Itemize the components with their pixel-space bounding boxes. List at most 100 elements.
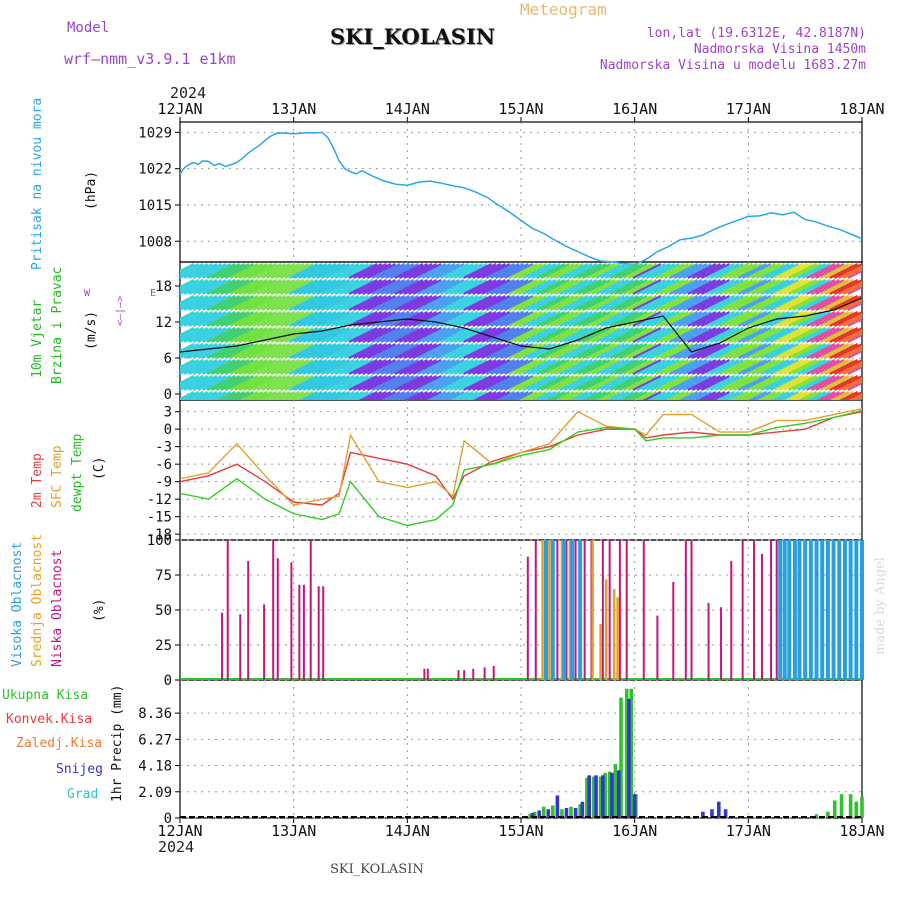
wind-barb xyxy=(769,279,799,295)
wind-barb xyxy=(289,391,309,400)
precip-bar xyxy=(594,775,598,818)
wind-barb xyxy=(412,279,442,295)
wind-barb xyxy=(637,391,657,400)
wind-barb xyxy=(586,343,616,359)
wind-barb xyxy=(495,263,525,279)
wind-barb xyxy=(674,391,694,400)
wind-barb xyxy=(188,295,218,311)
wind-barb xyxy=(719,279,749,295)
precip-bar xyxy=(580,801,585,818)
wind-barb xyxy=(467,311,497,327)
wind-barb xyxy=(421,359,451,375)
wind-barb xyxy=(568,359,598,375)
y-tick-label: -12 xyxy=(147,492,172,508)
wind-barb xyxy=(504,295,534,311)
wind-barb xyxy=(549,263,579,279)
wind-barb xyxy=(691,311,721,327)
wind-barb xyxy=(595,279,625,295)
precip-bar xyxy=(591,776,596,818)
wind-barb xyxy=(330,327,360,343)
wind-barb xyxy=(357,343,387,359)
wind-barb xyxy=(417,375,447,391)
wind-barb xyxy=(444,359,474,375)
y-tick-label: -15 xyxy=(147,510,172,526)
wind-barb xyxy=(554,263,584,279)
wind-barb xyxy=(385,359,415,375)
wind-barb xyxy=(229,279,259,295)
wind-barb xyxy=(481,263,511,279)
wind-barb xyxy=(220,311,250,327)
wind-barb xyxy=(362,375,392,391)
wind-barb xyxy=(627,375,657,391)
wind-barb xyxy=(325,263,355,279)
wind-barb xyxy=(527,359,557,375)
wind-barb xyxy=(504,375,534,391)
time-tick-label-bottom: 17JAN xyxy=(726,822,771,840)
wind-barb xyxy=(348,279,378,295)
wind-barb xyxy=(266,359,296,375)
wind-barb xyxy=(563,327,593,343)
wind-barb xyxy=(806,263,836,279)
wind-barb xyxy=(302,279,332,295)
wind-barb xyxy=(340,391,360,400)
wind-barb xyxy=(517,359,547,375)
time-tick-label-top: 17JAN xyxy=(726,100,771,118)
model-label: Model xyxy=(67,20,110,36)
wind-barb xyxy=(467,327,497,343)
wind-barb xyxy=(225,327,254,343)
wind-barb xyxy=(833,359,862,375)
wind-barb xyxy=(755,295,785,311)
wind-barb xyxy=(472,279,502,295)
wind-barb xyxy=(559,295,589,311)
wind-barb xyxy=(216,391,236,400)
wind-barb xyxy=(508,327,538,343)
wind-barb xyxy=(426,375,456,391)
wind-barb xyxy=(820,359,850,375)
wind-barb xyxy=(302,375,332,391)
wind-barb xyxy=(705,279,735,295)
wind-barb xyxy=(238,327,268,343)
wind-barb xyxy=(627,263,657,279)
wind-barb xyxy=(335,391,355,400)
wind-barb xyxy=(659,359,689,375)
wind-barb xyxy=(363,391,383,400)
wind-barb xyxy=(458,359,488,375)
wind-barb xyxy=(490,375,520,391)
wind-barb xyxy=(714,375,744,391)
wind-barb xyxy=(311,311,341,327)
wind-barb xyxy=(394,263,424,279)
wind-barb xyxy=(376,263,406,279)
wind-barb xyxy=(723,375,753,391)
wind-barb xyxy=(279,311,309,327)
wind-barb xyxy=(632,295,662,311)
wind-barb xyxy=(252,359,282,375)
wind-barb xyxy=(527,279,557,295)
wind-barb xyxy=(192,359,222,375)
panel-frame-4 xyxy=(179,679,863,819)
wind-barb xyxy=(229,311,259,327)
wind-barb xyxy=(673,295,703,311)
wind-barb xyxy=(792,359,822,375)
wind-barb xyxy=(723,343,753,359)
wind-barb xyxy=(243,375,273,391)
wind-barb xyxy=(728,359,758,375)
wind-barb xyxy=(609,343,639,359)
wind-barb xyxy=(783,343,813,359)
wind-barb xyxy=(180,359,209,375)
wind-barb xyxy=(655,263,685,279)
y-tick-label: 100 xyxy=(147,533,172,549)
wind-barb xyxy=(348,343,378,359)
wind-barb xyxy=(820,391,840,400)
wind-barb xyxy=(220,263,250,279)
wind-barb xyxy=(623,279,653,295)
wind-barb xyxy=(568,295,598,311)
wind-barb xyxy=(664,279,694,295)
wind-barb xyxy=(774,311,804,327)
wind-barb xyxy=(655,279,685,295)
wind-barb xyxy=(441,391,460,400)
wind-barb xyxy=(820,343,850,359)
wind-barb xyxy=(536,327,566,343)
wind-barb xyxy=(440,375,470,391)
wind-barb xyxy=(490,343,520,359)
wind-barb xyxy=(266,295,296,311)
